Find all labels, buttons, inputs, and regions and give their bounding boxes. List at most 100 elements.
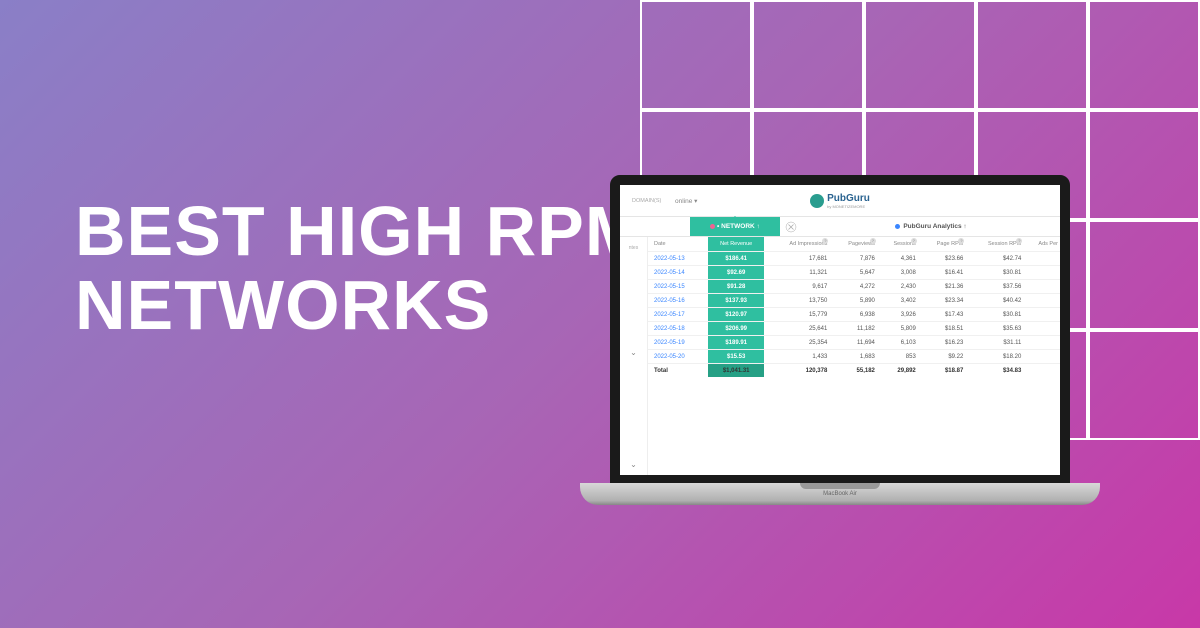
cell-net: $189.91 [708, 336, 764, 350]
help-icon[interactable]: ? [870, 238, 876, 244]
table-row[interactable]: 2022-05-15$91.289,6174,2722,430$21.36$37… [648, 280, 1060, 294]
col-page-rpm[interactable]: Page RPM? [918, 237, 966, 252]
cell-srpm: $31.11 [965, 336, 1023, 350]
cell-date: Total [648, 364, 708, 378]
col-sessions[interactable]: Sessions? [877, 237, 918, 252]
cell-sess: 3,008 [877, 266, 918, 280]
table-header-row: Date Net Revenue Ad Impressions? Pagevie… [648, 237, 1060, 252]
cell-prpm: $18.51 [918, 322, 966, 336]
cell-net: $120.97 [708, 308, 764, 322]
cell-sess: 29,892 [877, 364, 918, 378]
tab-network-label: • NETWORK ↑ [717, 223, 760, 230]
pubguru-icon [810, 194, 824, 208]
col-ads-per[interactable]: Ads Per [1023, 237, 1060, 252]
cell-imp: 15,779 [764, 308, 829, 322]
table-row[interactable]: 2022-05-17$120.9715,7796,9383,926$17.43$… [648, 308, 1060, 322]
cell-adsper [1023, 308, 1060, 322]
swap-icon[interactable] [780, 217, 802, 236]
cell-pv: 7,876 [829, 252, 877, 266]
cell-adsper [1023, 294, 1060, 308]
sidebar-label: ntes [629, 245, 638, 251]
cell-imp: 9,617 [764, 280, 829, 294]
dashboard-app: DOMAIN(S) online ▾ PubGuru by MONETIZEMO… [620, 185, 1060, 475]
cell-date: 2022-05-14 [648, 266, 708, 280]
cell-net: $186.41 [708, 252, 764, 266]
cell-adsper [1023, 336, 1060, 350]
table-row[interactable]: 2022-05-20$15.531,4331,683853$9.22$18.20 [648, 350, 1060, 364]
cell-srpm: $30.81 [965, 266, 1023, 280]
cell-adsper [1023, 322, 1060, 336]
dot-icon [895, 224, 900, 229]
table-row[interactable]: 2022-05-16$137.9313,7505,8903,402$23.34$… [648, 294, 1060, 308]
cell-srpm: $40.42 [965, 294, 1023, 308]
cell-srpm: $34.83 [965, 364, 1023, 378]
table-row[interactable]: 2022-05-14$92.6911,3215,6473,008$16.41$3… [648, 266, 1060, 280]
cell-sess: 3,926 [877, 308, 918, 322]
cell-net: $206.99 [708, 322, 764, 336]
cell-adsper [1023, 364, 1060, 378]
cell-prpm: $16.23 [918, 336, 966, 350]
cell-net: $91.28 [708, 280, 764, 294]
cell-date: 2022-05-20 [648, 350, 708, 364]
col-date[interactable]: Date [648, 237, 708, 252]
revenue-table: Date Net Revenue Ad Impressions? Pagevie… [648, 237, 1060, 377]
chevron-down-icon[interactable]: ⌄ [630, 460, 637, 469]
cell-prpm: $18.87 [918, 364, 966, 378]
cell-date: 2022-05-16 [648, 294, 708, 308]
cell-srpm: $18.20 [965, 350, 1023, 364]
col-net-revenue[interactable]: Net Revenue [708, 237, 764, 252]
cell-imp: 1,433 [764, 350, 829, 364]
cell-prpm: $16.41 [918, 266, 966, 280]
laptop-notch [800, 483, 880, 489]
table-total-row: Total$1,041.31120,37855,18229,892$18.87$… [648, 364, 1060, 378]
cell-imp: 17,681 [764, 252, 829, 266]
help-icon[interactable]: ? [958, 238, 964, 244]
brand-name: PubGuru [827, 193, 870, 204]
cell-srpm: $30.81 [965, 308, 1023, 322]
cell-adsper [1023, 280, 1060, 294]
sidebar: ntes ⌄ ⌄ [620, 237, 648, 475]
cell-srpm: $37.56 [965, 280, 1023, 294]
cell-pv: 6,938 [829, 308, 877, 322]
cell-imp: 11,321 [764, 266, 829, 280]
cell-sess: 4,361 [877, 252, 918, 266]
cell-pv: 5,890 [829, 294, 877, 308]
laptop-screen: DOMAIN(S) online ▾ PubGuru by MONETIZEMO… [610, 175, 1070, 485]
status-dropdown[interactable]: online ▾ [675, 197, 697, 205]
cell-sess: 2,430 [877, 280, 918, 294]
cell-imp: 13,750 [764, 294, 829, 308]
cell-date: 2022-05-15 [648, 280, 708, 294]
laptop-model-label: MacBook Air [823, 491, 857, 497]
dot-icon [710, 224, 715, 229]
cell-sess: 5,809 [877, 322, 918, 336]
cell-sess: 853 [877, 350, 918, 364]
table-row[interactable]: 2022-05-19$189.9125,35411,6946,103$16.23… [648, 336, 1060, 350]
cell-sess: 3,402 [877, 294, 918, 308]
col-impressions[interactable]: Ad Impressions? [764, 237, 829, 252]
cell-prpm: $17.43 [918, 308, 966, 322]
table-row[interactable]: 2022-05-13$186.4117,6817,8764,361$23.66$… [648, 252, 1060, 266]
table-row[interactable]: 2022-05-18$206.9925,64111,1825,809$18.51… [648, 322, 1060, 336]
col-pageviews[interactable]: Pageviews? [829, 237, 877, 252]
cell-prpm: $23.66 [918, 252, 966, 266]
help-icon[interactable]: ? [911, 238, 917, 244]
cell-date: 2022-05-17 [648, 308, 708, 322]
help-icon[interactable]: ? [1016, 238, 1022, 244]
brand-logo: PubGuru by MONETIZEMORE [810, 193, 870, 209]
cell-net: $137.93 [708, 294, 764, 308]
tab-network[interactable]: • NETWORK ↑ [690, 217, 780, 236]
data-table-container: Date Net Revenue Ad Impressions? Pagevie… [648, 237, 1060, 475]
content-area: ntes ⌄ ⌄ Date Net Revenue Ad Impressions… [620, 237, 1060, 475]
col-session-rpm[interactable]: Session RPM? [965, 237, 1023, 252]
chevron-down-icon[interactable]: ⌄ [630, 348, 637, 357]
cell-date: 2022-05-13 [648, 252, 708, 266]
cell-imp: 25,641 [764, 322, 829, 336]
tab-analytics[interactable]: PubGuru Analytics ↑ [802, 217, 1060, 236]
laptop-mockup: DOMAIN(S) online ▾ PubGuru by MONETIZEMO… [580, 170, 1100, 520]
cell-pv: 11,694 [829, 336, 877, 350]
app-header: DOMAIN(S) online ▾ PubGuru by MONETIZEMO… [620, 185, 1060, 217]
help-icon[interactable]: ? [822, 238, 828, 244]
tab-bar: • NETWORK ↑ PubGuru Analytics ↑ [620, 217, 1060, 237]
cell-pv: 5,647 [829, 266, 877, 280]
laptop-base: MacBook Air [580, 483, 1100, 505]
